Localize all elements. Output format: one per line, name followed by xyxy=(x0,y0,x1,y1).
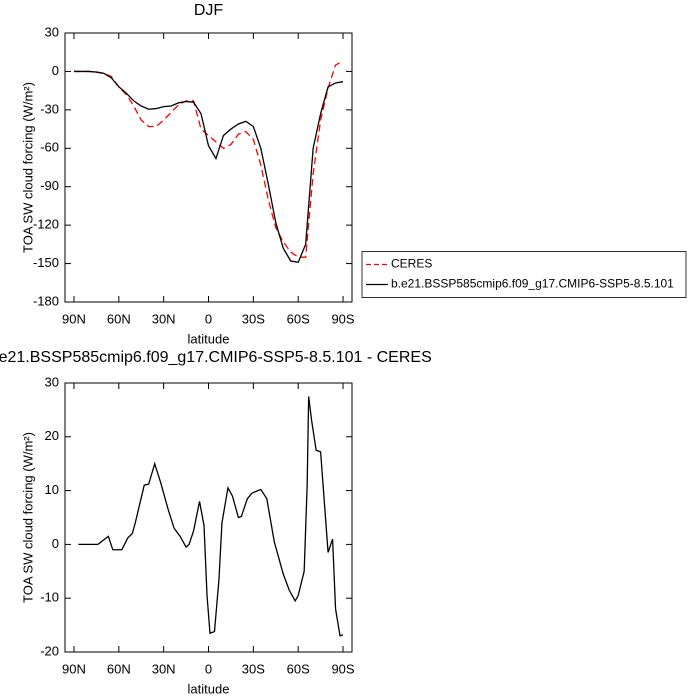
y-axis-label: TOA SW cloud forcing (W/m²) xyxy=(20,82,35,253)
y-tick-label: 0 xyxy=(52,63,59,78)
x-tick-label: 90N xyxy=(62,311,86,326)
x-tick-label: 0 xyxy=(205,311,212,326)
x-axis-label: latitude xyxy=(188,331,230,346)
x-tick-label: 90N xyxy=(62,661,86,676)
y-tick-label: -30 xyxy=(40,101,59,116)
y-tick-label: -10 xyxy=(40,590,59,605)
x-tick-label: 90S xyxy=(331,661,354,676)
plot-frame xyxy=(64,32,353,303)
data-line xyxy=(73,60,344,258)
x-axis-label: latitude xyxy=(188,681,230,696)
x-tick-label: 0 xyxy=(205,661,212,676)
legend-label: CERES xyxy=(391,257,432,271)
y-axis-label: TOA SW cloud forcing (W/m²) xyxy=(20,432,35,603)
x-tick-label: 60N xyxy=(107,311,131,326)
y-tick-label: -20 xyxy=(40,643,59,658)
y-tick-label: -180 xyxy=(33,293,59,308)
y-tick-label: 0 xyxy=(52,536,59,551)
y-tick-label: 20 xyxy=(45,428,59,443)
x-tick-label: 30S xyxy=(242,661,265,676)
legend-box xyxy=(361,251,687,298)
x-tick-label: 30N xyxy=(152,661,176,676)
x-tick-label: 60S xyxy=(287,311,310,326)
y-tick-label: -90 xyxy=(40,178,59,193)
y-tick-label: 30 xyxy=(45,374,59,389)
y-tick-label: -150 xyxy=(33,255,59,270)
y-tick-label: -60 xyxy=(40,140,59,155)
chart-title: b.e21.BSSP585cmip6.f09_g17.CMIP6-SSP5-8.… xyxy=(0,349,432,366)
chart-title: DJF xyxy=(194,2,224,19)
y-tick-label: 30 xyxy=(45,24,59,39)
x-tick-label: 60N xyxy=(107,661,131,676)
x-tick-label: 30N xyxy=(152,311,176,326)
plot-frame xyxy=(64,382,353,653)
x-tick-label: 60S xyxy=(287,661,310,676)
data-line xyxy=(73,70,344,264)
x-tick-label: 30S xyxy=(242,311,265,326)
y-tick-label: -120 xyxy=(33,217,59,232)
legend-label: b.e21.BSSP585cmip6.f09_g17.CMIP6-SSP5-8.… xyxy=(391,277,674,291)
x-tick-label: 90S xyxy=(331,311,354,326)
data-line xyxy=(78,396,344,637)
y-tick-label: 10 xyxy=(45,482,59,497)
